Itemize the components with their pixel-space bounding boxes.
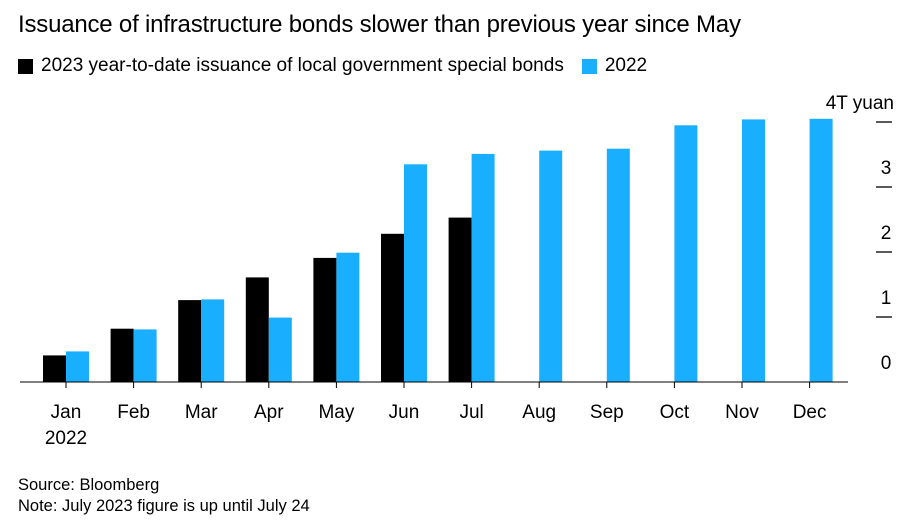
- bar-2022-feb: [133, 329, 157, 382]
- bar-2022-jun: [404, 164, 427, 383]
- y-tick-label-0: 0: [881, 353, 892, 374]
- y-tick-label-2: 2: [881, 223, 892, 244]
- x-tick-sublabel-year: 2022: [45, 428, 87, 449]
- x-tick-label-jul: Jul: [459, 402, 483, 423]
- y-axis: 0 1 2 3 4T yuan: [826, 93, 894, 374]
- bar-2022-dec: [809, 118, 833, 383]
- legend-label-2022: 2022: [604, 55, 648, 76]
- x-tick-label-jun: Jun: [389, 402, 420, 423]
- bars-group: [43, 118, 833, 383]
- x-tick-label-feb: Feb: [117, 402, 150, 423]
- x-tick-label-dec: Dec: [793, 402, 827, 423]
- legend-item-2023: 2023 year-to-date issuance of local gove…: [18, 55, 564, 77]
- x-tick-label-jan: Jan: [51, 402, 82, 423]
- x-axis-labels: Jan 2022 Feb Mar Apr May Jun Jul Aug Sep Oct Nov Dec: [45, 382, 827, 449]
- bar-2022-jan: [66, 351, 89, 382]
- bar-2023-apr: [245, 277, 269, 382]
- bar-2023-mar: [178, 300, 202, 382]
- bar-2022-nov: [742, 119, 765, 383]
- bar-2023-jan: [43, 355, 66, 382]
- legend-swatch-2022: [581, 58, 597, 74]
- bar-2023-jul: [448, 217, 472, 382]
- legend: 2023 year-to-date issuance of local gove…: [18, 55, 665, 77]
- bar-2023-may: [313, 257, 337, 382]
- bar-2022-jul: [471, 153, 495, 382]
- note-text: Note: July 2023 figure is up until July …: [18, 497, 310, 515]
- x-tick-label-oct: Oct: [660, 402, 690, 423]
- x-tick-label-mar: Mar: [185, 402, 218, 423]
- x-tick-label-may: May: [318, 402, 354, 423]
- bar-chart: Jan 2022 Feb Mar Apr May Jun Jul Aug Sep Oct Nov Dec…: [20, 93, 894, 449]
- x-tick-label-aug: Aug: [522, 402, 556, 423]
- x-tick-label-nov: Nov: [725, 402, 759, 423]
- bar-2022-sep: [606, 148, 630, 382]
- bar-2023-feb: [110, 328, 134, 382]
- bar-2022-apr: [268, 317, 292, 382]
- bar-2022-mar: [201, 299, 225, 382]
- bar-2022-aug: [539, 150, 563, 382]
- y-tick-label-4: 4T yuan: [826, 93, 894, 114]
- bar-2023-jun: [381, 233, 404, 382]
- bar-2022-may: [336, 252, 360, 382]
- y-tick-label-1: 1: [881, 288, 892, 309]
- legend-swatch-2023: [18, 58, 33, 74]
- legend-item-2022: 2022: [581, 55, 648, 77]
- source-text: Source: Bloomberg: [18, 476, 160, 494]
- y-tick-label-3: 3: [881, 158, 892, 179]
- chart-title: Issuance of infrastructure bonds slower …: [18, 11, 741, 38]
- x-tick-label-apr: Apr: [254, 402, 284, 423]
- x-tick-label-sep: Sep: [590, 402, 624, 423]
- legend-label-2023: 2023 year-to-date issuance of local gove…: [41, 55, 564, 76]
- bar-2022-oct: [674, 125, 698, 383]
